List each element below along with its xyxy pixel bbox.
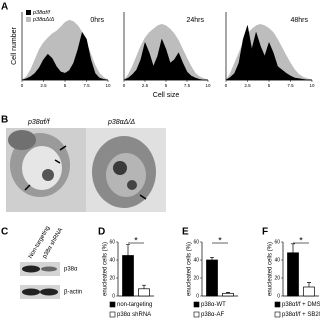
x-tick-label: 5 [268, 83, 271, 88]
error-bar [307, 282, 311, 287]
legend-swatch [26, 10, 31, 15]
chart-title: 0hrs [90, 17, 104, 24]
legend-label: p38α-WT [201, 302, 226, 308]
panel-label: C [1, 227, 8, 238]
x-axis-label: Cell size [153, 92, 180, 99]
legend-label: p38αf/f + SB20219 [282, 312, 320, 318]
y-tick-label: 60 [193, 239, 199, 245]
error-bar [126, 244, 130, 256]
histogram-area [123, 38, 208, 81]
x-tick-label: 10 [105, 83, 111, 88]
x-tick-label: 2.5 [244, 83, 251, 88]
bar [303, 286, 315, 297]
panel-label: B [1, 115, 8, 126]
panel-label: E [182, 227, 189, 238]
y-tick-label: 0 [112, 293, 115, 299]
panel-label: A [1, 2, 8, 13]
y-tick-label: 0 [196, 293, 199, 299]
bar [206, 259, 218, 297]
legend-swatch [274, 311, 281, 318]
x-tick-label: 7.5 [83, 83, 90, 88]
histogram-area [21, 31, 109, 81]
y-tick-label: 20 [109, 275, 115, 281]
legend-swatch [193, 311, 200, 318]
y-axis-label: enucleated cells (%) [268, 242, 274, 296]
blot [20, 262, 60, 299]
x-tick-label: 0 [21, 83, 24, 88]
error-bar [226, 292, 230, 294]
y-tick-label: 60 [274, 239, 280, 245]
x-tick-label: 10 [309, 83, 315, 88]
error-bar [210, 256, 214, 260]
x-tick-label: 2.5 [142, 83, 149, 88]
x-tick-label: 7.5 [184, 83, 191, 88]
significance-label: * [218, 235, 222, 245]
error-bar [291, 243, 295, 253]
y-axis-label: enucleated cells (%) [103, 242, 109, 296]
x-tick-label: 7.5 [287, 83, 294, 88]
x-tick-label: 10 [205, 83, 211, 88]
em-image [6, 128, 86, 212]
y-tick-label: 60 [109, 239, 115, 245]
legend-swatch [193, 301, 200, 308]
y-axis-label: Cell number [11, 26, 18, 64]
y-tick-label: 40 [109, 257, 115, 263]
chart-title: 24hrs [186, 17, 204, 24]
x-tick-label: 2.5 [40, 83, 47, 88]
blot-row-label: p38α [64, 267, 78, 273]
chart-title: 48hrs [290, 17, 308, 24]
legend-swatch [109, 311, 116, 318]
em-image [86, 128, 166, 212]
x-tick-label: 0 [225, 83, 228, 88]
legend-label: p38αΔ/Δ [32, 17, 55, 23]
legend-swatch [109, 301, 116, 308]
error-bar [142, 284, 146, 289]
legend-label: p38α shRNA [117, 312, 151, 318]
significance-label: * [299, 235, 303, 245]
bar [138, 288, 150, 297]
x-tick-label: 5 [64, 83, 67, 88]
legend-label: non-targeting [117, 302, 152, 308]
bar [122, 255, 134, 297]
significance-label: * [134, 235, 138, 245]
em-label: p38αΔ/Δ [107, 119, 135, 126]
histogram-area [225, 25, 312, 81]
blot-row-label: β-actin [64, 290, 82, 296]
y-tick-label: 40 [193, 257, 199, 263]
y-tick-label: 40 [274, 257, 280, 263]
y-tick-label: 20 [274, 275, 280, 281]
y-tick-label: 0 [277, 293, 280, 299]
legend-swatch [26, 17, 31, 22]
legend-swatch [274, 301, 281, 308]
legend-label: p38α-AF [201, 312, 224, 318]
x-tick-label: 0 [123, 83, 126, 88]
histogram-area [21, 19, 109, 81]
y-axis-label: enucleated cells (%) [187, 242, 193, 296]
bar [287, 252, 299, 297]
panel-label: D [98, 227, 105, 238]
x-tick-label: 5 [165, 83, 168, 88]
panel-label: F [262, 227, 268, 238]
bar [222, 292, 234, 297]
y-tick-label: 20 [193, 275, 199, 281]
em-label: p38αf/f [27, 119, 51, 126]
legend-label: p38αf/f [32, 10, 50, 16]
legend-label: p38αf/f + DMSO [282, 302, 320, 308]
